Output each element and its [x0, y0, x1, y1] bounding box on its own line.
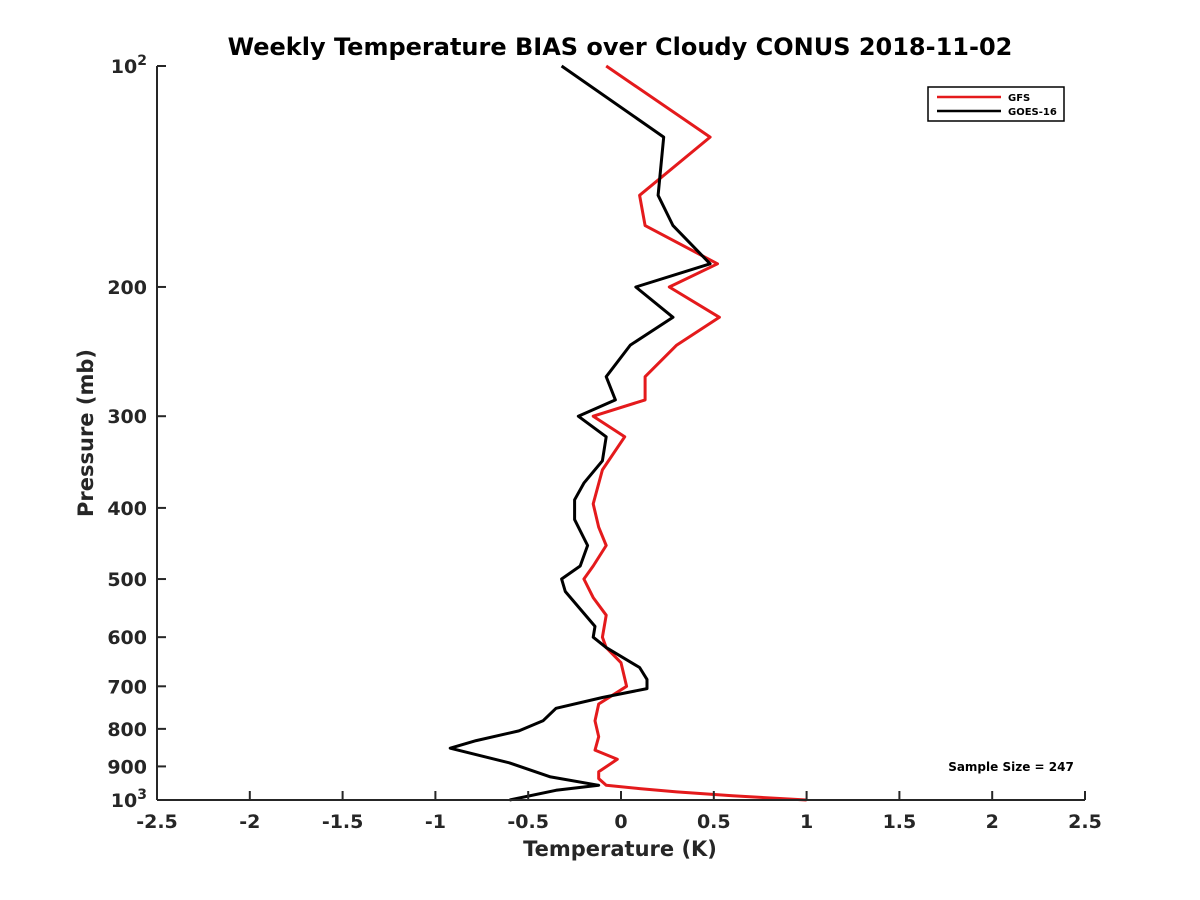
- y-tick-label: 700: [107, 676, 147, 698]
- legend-label-gfs: GFS: [1008, 93, 1030, 104]
- y-tick-label: 800: [107, 719, 147, 741]
- y-tick-label: 600: [107, 627, 147, 649]
- x-tick-label: 0.5: [697, 811, 731, 833]
- x-tick-label: 0: [614, 811, 627, 833]
- series-line-goes16: [448, 64, 712, 802]
- y-tick-label: 900: [107, 756, 147, 778]
- y-tick-label: 200: [107, 277, 147, 299]
- x-tick-label: -0.5: [507, 811, 549, 833]
- x-tick-label: 2: [986, 811, 999, 833]
- x-tick-label: -2: [239, 811, 260, 833]
- x-tick-label: -2.5: [136, 811, 178, 833]
- axes-layer: -2.5 -2 -1.5 -1 -0.5 0 0.5 1 1.5 2 2.5 102 200 300 400…: [107, 53, 1102, 833]
- y-tick-label: 102: [111, 53, 147, 78]
- chart-title: Weekly Temperature BIAS over Cloudy CONU…: [228, 33, 1013, 61]
- x-tick-label: 1.5: [883, 811, 917, 833]
- series-layer: [448, 64, 807, 802]
- x-tick-label: 1: [800, 811, 813, 833]
- x-axis-title: Temperature (K): [523, 837, 717, 861]
- y-tick-label: 400: [107, 498, 147, 520]
- sample-size-annotation: Sample Size = 247: [948, 760, 1074, 774]
- legend: GFS GOES-16: [927, 86, 1065, 122]
- legend-label-goes16: GOES-16: [1008, 107, 1057, 118]
- x-tick-label: -1.5: [322, 811, 364, 833]
- y-axis-title: Pressure (mb): [74, 349, 98, 517]
- series-line-gfs: [582, 64, 807, 802]
- y-tick-label: 103: [111, 787, 147, 812]
- y-tick-label: 500: [107, 569, 147, 591]
- x-tick-label: 2.5: [1068, 811, 1102, 833]
- x-tick-label: -1: [425, 811, 446, 833]
- legend-box: [927, 86, 1065, 122]
- y-tick-label: 300: [107, 406, 147, 428]
